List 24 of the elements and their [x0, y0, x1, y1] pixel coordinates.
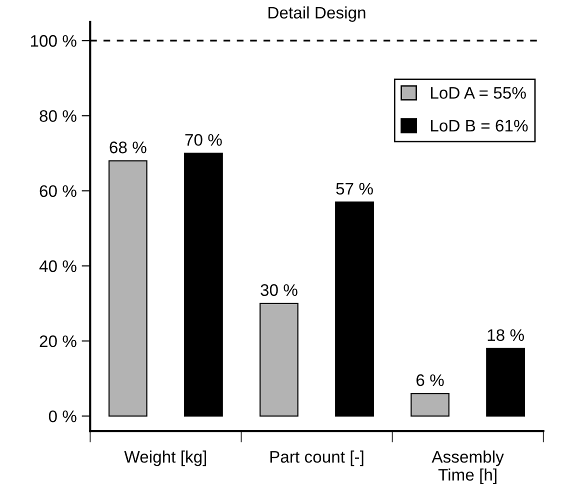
data-label: 57 % — [336, 182, 373, 195]
legend-label: LoD B = 61% — [431, 120, 528, 132]
y-tick-label: 100 % — [30, 35, 76, 47]
data-label: 18 % — [488, 329, 524, 342]
y-tick-label: 40 % — [39, 260, 76, 272]
bar — [410, 392, 450, 417]
data-label: 30 % — [260, 284, 298, 296]
y-tick-label: 60 % — [40, 185, 76, 198]
bar — [184, 152, 223, 417]
bar — [486, 348, 525, 417]
bar — [108, 160, 148, 417]
x-tick-label: Assembly Time [h] — [432, 450, 504, 484]
bar — [335, 202, 374, 417]
chart-title: Detail Design — [268, 6, 366, 22]
x-tick-label: Weight [kg] — [124, 450, 206, 466]
legend-label: LoD A = 55% — [431, 87, 526, 99]
data-label: 70 % — [185, 134, 222, 146]
bar — [260, 302, 298, 417]
y-tick-label: 0 % — [48, 410, 76, 422]
y-tick-label: 80 % — [40, 110, 76, 122]
data-label: 68 % — [110, 142, 146, 154]
data-label: 6 % — [416, 374, 444, 386]
x-tick-label: Part count [-] — [270, 450, 364, 466]
y-tick-label: 20 % — [40, 335, 76, 348]
